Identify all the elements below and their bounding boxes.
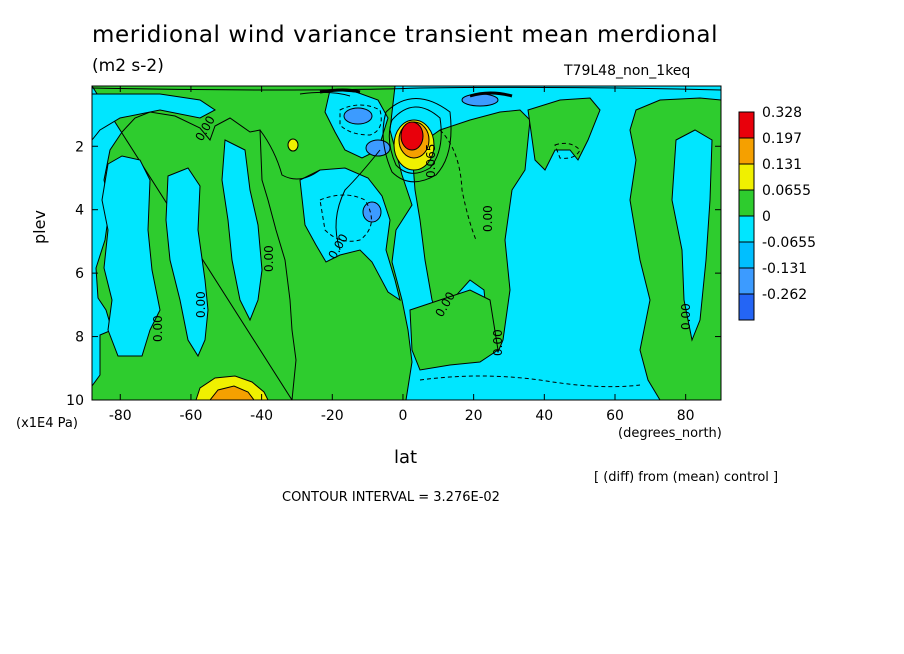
contour-label-9: 0.00 <box>679 303 693 330</box>
contour-line-12 <box>554 142 581 159</box>
y-axis: 2 4 6 8 10 <box>66 139 721 409</box>
legend-swatch <box>738 189 755 217</box>
region-cyan-upper-left <box>92 93 216 141</box>
contour-line-2 <box>299 91 351 97</box>
legend-swatch <box>738 241 755 269</box>
contour-label-7: 0.00 <box>481 205 495 232</box>
legend-label: 0.197 <box>762 131 802 147</box>
region-green-north-2 <box>527 97 601 171</box>
plot-frame <box>91 85 722 401</box>
contour-label-5: 0.00 <box>194 291 208 318</box>
region-cyan-south-3 <box>221 139 263 322</box>
run-label: T79L48_non_1keq <box>564 63 691 79</box>
core-red-eq <box>400 121 424 151</box>
y-tick-label: 10 <box>66 393 84 409</box>
contour-line-10 <box>319 194 372 242</box>
x-tick-label: -80 <box>109 408 132 424</box>
region-cyan-south-1 <box>101 155 161 357</box>
x-tick-label: 60 <box>606 408 624 424</box>
contour-line-13 <box>419 375 641 388</box>
contour-label-4: 0.00 <box>151 315 165 342</box>
contour-label-8: 0.00 <box>491 329 505 356</box>
x-axis: -80 -60 -40 -20 0 20 40 60 80 <box>109 86 695 424</box>
chart-units: (m2 s-2) <box>92 56 164 76</box>
contour-interval-note: CONTOUR INTERVAL = 3.276E-02 <box>282 490 500 505</box>
core-blue-4 <box>461 93 499 107</box>
core-blue-2 <box>365 139 391 157</box>
contour-line-11 <box>339 104 382 136</box>
x-axis-unit: (degrees_north) <box>618 426 722 441</box>
contour-line-8 <box>259 129 321 180</box>
y-tick-label: 4 <box>75 203 84 219</box>
x-tick-label: -60 <box>180 408 203 424</box>
region-green-north-1 <box>411 109 531 354</box>
legend-swatch <box>738 163 755 191</box>
contour-line-6 <box>382 98 452 183</box>
contour-field: 0.00 0.00 0.00 0.00 0.00 0.00 0.00 0.00 … <box>92 86 721 400</box>
contour-line-9 <box>439 129 477 241</box>
legend-label: -0.262 <box>762 287 807 303</box>
core-blue-1 <box>343 107 373 125</box>
legend-label: 0.328 <box>762 105 802 121</box>
legend-label: 0.131 <box>762 157 802 173</box>
region-cyan-north-inner <box>671 129 713 342</box>
x-tick-label: 80 <box>677 408 695 424</box>
x-tick-label: -40 <box>250 408 273 424</box>
contour-line-3 <box>319 88 361 94</box>
x-tick-label: -20 <box>321 408 344 424</box>
contour-label-2: 0.00 <box>262 245 276 272</box>
core-yellow-small <box>287 138 299 152</box>
x-tick-label: 40 <box>535 408 553 424</box>
chart-title: meridional wind variance transient mean … <box>92 22 719 48</box>
contour-line-5 <box>388 106 442 174</box>
legend-label: 0.0655 <box>762 183 811 199</box>
legend-swatch <box>738 267 755 295</box>
core-blue-3 <box>362 201 382 223</box>
legend-label: -0.0655 <box>762 235 816 251</box>
legend-swatch <box>738 137 755 165</box>
legend-label: -0.131 <box>762 261 807 277</box>
contour-line-4 <box>469 91 513 98</box>
diff-note: [ (diff) from (mean) control ] <box>594 470 779 485</box>
contour-line-1 <box>92 86 721 91</box>
core-orange-bottom <box>209 385 255 400</box>
contour-label-10: 0.065 <box>424 144 438 178</box>
y-tick-label: 6 <box>75 266 84 282</box>
legend-swatch <box>738 215 755 243</box>
region-cyan-south-2 <box>165 167 209 358</box>
y-tick-label: 2 <box>75 139 84 155</box>
contour-lines <box>92 86 721 388</box>
x-axis-label: lat <box>394 447 418 468</box>
legend-swatch <box>738 111 755 139</box>
y-axis-label: plev <box>30 210 49 244</box>
legend-swatch <box>738 293 755 321</box>
legend-label: 0 <box>762 209 771 225</box>
region-cyan-south-4 <box>299 167 401 302</box>
contour-line-7 <box>335 149 381 251</box>
y-tick-label: 8 <box>75 330 84 346</box>
x-tick-label: 20 <box>465 408 483 424</box>
colorbar-legend: 0.328 0.197 0.131 0.0655 0 -0.0655 -0.131 -0.26… <box>738 105 816 321</box>
x-tick-label: 0 <box>399 408 408 424</box>
region-green-lower-left <box>409 289 499 371</box>
y-axis-unit: (x1E4 Pa) <box>16 416 78 431</box>
